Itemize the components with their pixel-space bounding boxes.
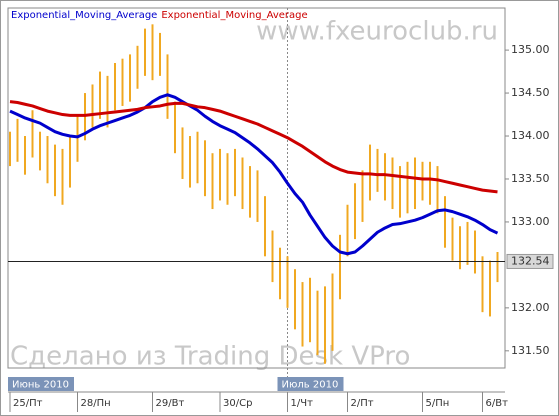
y-tick-label: 133.00 — [511, 215, 550, 228]
x-tick-label: 25/Пт — [13, 398, 43, 409]
y-tick-label: 132.00 — [511, 301, 550, 314]
x-tick-label: 1/Чт — [291, 398, 314, 409]
ema-line — [9, 100, 498, 194]
x-tick-label: 2/Пт — [351, 398, 374, 409]
legend-entry: Exponential_Moving_Average — [11, 10, 157, 21]
y-tick-label: 134.50 — [511, 86, 550, 99]
y-tick-label: 134.00 — [511, 129, 550, 142]
y-tick-label: 131.50 — [511, 344, 550, 357]
current-price-label: 132.54 — [511, 254, 550, 267]
x-tick-label: 5/Пн — [426, 398, 450, 409]
month-label: Июль 2010 — [282, 380, 339, 391]
watermark: www.fxeuroclub.ru — [256, 17, 498, 47]
month-label-box — [277, 377, 344, 391]
month-label-box — [8, 377, 74, 391]
current-price-box — [506, 253, 554, 269]
watermark: Сделано из Trading Desk VPro — [10, 342, 410, 372]
x-tick-label: 6/Вт — [486, 398, 509, 409]
month-label: Июнь 2010 — [12, 380, 69, 391]
y-tick-label: 135.00 — [511, 43, 550, 56]
legend-entry: Exponential_Moving_Average — [161, 10, 307, 21]
x-tick-label: 30/Ср — [223, 398, 252, 409]
y-tick-label: 133.50 — [511, 172, 550, 185]
x-tick-label: 28/Пн — [81, 398, 111, 409]
x-tick-label: 29/Вт — [156, 398, 185, 409]
plot-frame — [7, 7, 506, 369]
ema-line — [9, 93, 499, 256]
